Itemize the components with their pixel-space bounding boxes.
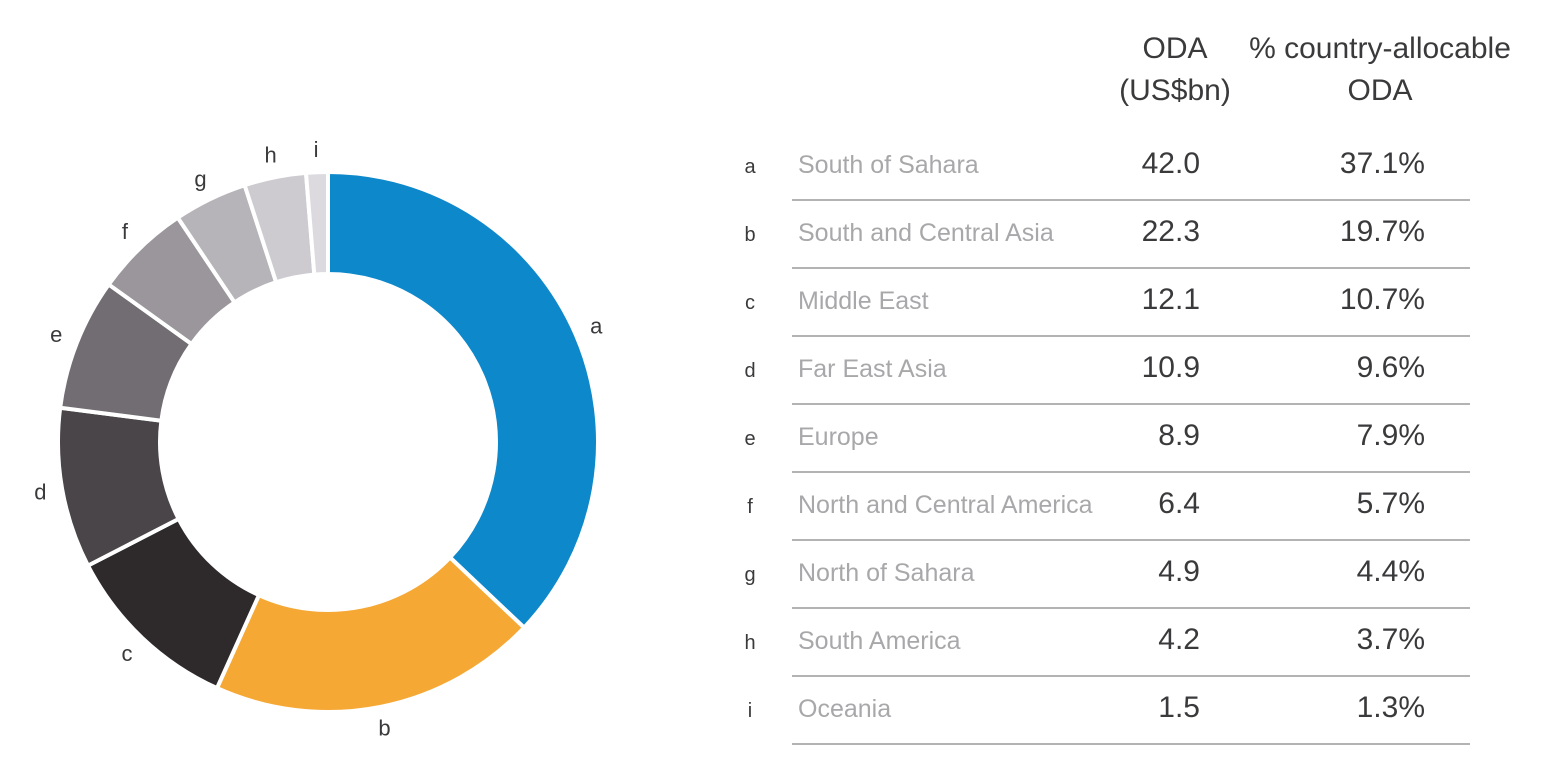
row-oda-value: 42.0 [1141,147,1200,180]
row-key: a [744,156,756,178]
slice-label-a: a [590,314,603,339]
table-row: a South of Sahara 42.0 37.1% [700,133,1470,201]
row-divider [792,607,1470,609]
row-oda-value: 22.3 [1141,215,1200,248]
donut-chart: a b c d e f g h i [34,137,603,740]
row-divider [792,743,1470,745]
table-row: i Oceania 1.5 1.3% [700,677,1470,745]
row-pct-value: 5.7% [1356,487,1425,520]
row-divider [792,267,1470,269]
row-region: Far East Asia [798,355,947,383]
row-region: South of Sahara [798,151,979,179]
row-key: g [744,564,756,586]
row-oda-value: 4.9 [1158,555,1200,588]
table-row: b South and Central Asia 22.3 19.7% [700,201,1470,269]
row-oda-value: 12.1 [1141,283,1200,316]
row-pct-value: 19.7% [1339,215,1425,248]
row-divider [792,199,1470,201]
header-pct-line1: % country-allocable [1249,32,1511,65]
slice-label-e: e [50,322,62,347]
row-region: North and Central America [798,491,1093,519]
oda-table: a South of Sahara 42.0 37.1% b South and Cent… [700,133,1470,745]
table-row: h South America 4.2 3.7% [700,609,1470,677]
row-divider [792,539,1470,541]
row-pct-value: 7.9% [1356,419,1425,452]
slice-i [303,169,330,277]
row-key: d [744,360,756,382]
row-key: f [747,496,753,518]
row-key: i [747,700,753,722]
row-pct-value: 4.4% [1356,555,1425,588]
slice-label-g: g [194,166,206,191]
slice-label-f: f [122,219,129,244]
row-region: South and Central Asia [798,219,1054,247]
slice-label-i: i [314,137,319,162]
row-oda-value: 4.2 [1158,623,1200,656]
row-region: Oceania [798,695,892,723]
slice-label-h: h [265,143,277,168]
row-key: b [744,224,756,246]
slice-b [214,554,527,714]
row-pct-value: 9.6% [1356,351,1425,384]
table-row: e Europe 8.9 7.9% [700,405,1470,473]
row-region: Middle East [798,287,929,315]
header-oda-line2: (US$bn) [1119,74,1231,107]
row-divider [792,675,1470,677]
table-row: f North and Central America 6.4 5.7% [700,473,1470,541]
slice-label-d: d [34,480,46,505]
row-region: North of Sahara [798,559,975,587]
row-key: e [744,428,756,450]
row-pct-value: 3.7% [1356,623,1425,656]
row-oda-value: 10.9 [1141,351,1200,384]
row-key: c [745,292,755,314]
row-key: h [744,632,756,654]
slice-label-b: b [378,715,390,740]
row-divider [792,471,1470,473]
slice-a [326,169,600,631]
row-divider [792,335,1470,337]
row-pct-value: 1.3% [1356,691,1425,724]
table-row: c Middle East 12.1 10.7% [700,269,1470,337]
slice-label-c: c [121,641,132,666]
row-pct-value: 10.7% [1339,283,1425,316]
row-divider [792,403,1470,405]
row-oda-value: 6.4 [1158,487,1200,520]
row-region: South America [798,627,961,655]
row-oda-value: 1.5 [1158,691,1200,724]
table-row: g North of Sahara 4.9 4.4% [700,541,1470,609]
row-oda-value: 8.9 [1158,419,1200,452]
header-oda: ODA (US$bn) [1105,28,1245,112]
row-pct-value: 37.1% [1339,147,1425,180]
row-region: Europe [798,423,879,451]
header-pct-line2: ODA [1347,74,1413,107]
table-row: d Far East Asia 10.9 9.6% [700,337,1470,405]
header-oda-line1: ODA [1142,32,1208,65]
header-pct: % country-allocable ODA [1235,28,1525,112]
